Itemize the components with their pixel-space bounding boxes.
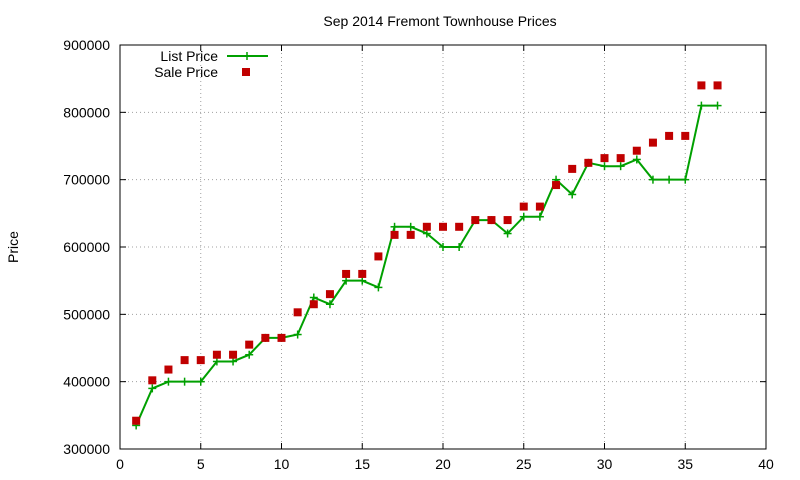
data-point <box>229 350 238 359</box>
data-point <box>390 222 399 231</box>
data-point <box>697 81 706 90</box>
data-point <box>503 229 512 238</box>
data-point <box>164 377 173 386</box>
data-point <box>455 222 464 231</box>
legend-marker <box>243 52 251 60</box>
data-point <box>132 416 141 425</box>
data-point <box>180 377 189 386</box>
x-tick-label: 30 <box>597 456 613 472</box>
chart-title: Sep 2014 Fremont Townhouse Prices <box>323 13 556 29</box>
data-point <box>390 230 399 239</box>
data-point <box>164 365 173 374</box>
data-point <box>196 356 205 365</box>
data-point <box>342 276 351 285</box>
data-point <box>325 290 334 299</box>
data-point <box>293 308 302 317</box>
data-point <box>632 146 641 155</box>
data-point <box>648 175 657 184</box>
data-point <box>212 350 221 359</box>
y-tick-label: 600000 <box>63 239 110 255</box>
data-point <box>309 293 318 302</box>
x-tick-label: 15 <box>354 456 370 472</box>
data-point <box>245 350 254 359</box>
data-point <box>229 357 238 366</box>
legend-label: Sale Price <box>154 64 218 80</box>
y-tick-label: 900000 <box>63 37 110 53</box>
data-point <box>600 154 609 163</box>
data-point <box>713 101 722 110</box>
data-point <box>422 222 431 231</box>
data-point <box>261 333 270 342</box>
series-line <box>135 104 718 426</box>
data-point <box>148 376 157 385</box>
data-point <box>439 243 447 251</box>
data-point <box>342 269 351 278</box>
series <box>132 81 722 430</box>
data-point <box>358 269 367 278</box>
data-point <box>325 300 334 309</box>
data-point <box>681 175 690 184</box>
legend-item: List Price <box>160 48 268 64</box>
data-point <box>196 377 205 386</box>
data-point <box>568 164 577 173</box>
data-point <box>374 283 383 292</box>
data-point <box>616 162 625 171</box>
data-point <box>422 229 431 238</box>
x-tick-label: 20 <box>435 456 451 472</box>
y-tick-label: 500000 <box>63 306 110 322</box>
data-point <box>471 216 480 225</box>
data-point <box>600 162 609 171</box>
data-point <box>439 222 447 231</box>
data-point <box>519 202 528 211</box>
data-point <box>697 101 706 110</box>
data-point <box>148 384 157 393</box>
legend-item: Sale Price <box>154 64 250 80</box>
x-tick-label: 5 <box>197 456 205 472</box>
data-point <box>406 222 415 231</box>
data-point <box>374 252 383 261</box>
data-point <box>519 212 528 221</box>
x-tick-label: 25 <box>516 456 532 472</box>
y-tick-label: 400000 <box>63 374 110 390</box>
data-point <box>535 212 544 221</box>
x-tick-label: 35 <box>677 456 693 472</box>
data-point <box>245 340 254 349</box>
data-point <box>584 158 593 167</box>
data-point <box>487 216 496 225</box>
data-point <box>212 357 221 366</box>
data-point <box>713 81 722 90</box>
data-point <box>632 155 641 164</box>
x-tick-label: 40 <box>758 456 774 472</box>
y-tick-label: 300000 <box>63 441 110 457</box>
data-point <box>665 175 674 184</box>
y-tick-label: 800000 <box>63 104 110 120</box>
data-point <box>535 202 544 211</box>
data-point <box>681 131 690 140</box>
y-tick-label: 700000 <box>63 172 110 188</box>
data-point <box>552 181 561 190</box>
data-point <box>277 333 286 342</box>
data-point <box>180 356 189 365</box>
data-point <box>309 300 318 309</box>
y-axis-label: Price <box>5 231 21 263</box>
x-tick-label: 0 <box>116 456 124 472</box>
data-point <box>406 230 415 239</box>
data-point <box>293 330 302 339</box>
data-point <box>358 276 367 285</box>
data-point <box>503 216 512 225</box>
x-tick-label: 10 <box>274 456 290 472</box>
axes: 300000 400000 500000 600000 700000 800000 9000… <box>63 37 774 472</box>
data-point <box>648 138 657 147</box>
data-point <box>665 131 674 140</box>
data-point <box>616 154 625 163</box>
legend-marker <box>242 68 250 76</box>
legend-label: List Price <box>160 48 218 64</box>
data-point <box>455 243 464 251</box>
data-point <box>568 190 577 199</box>
series-sale-price <box>132 81 722 425</box>
